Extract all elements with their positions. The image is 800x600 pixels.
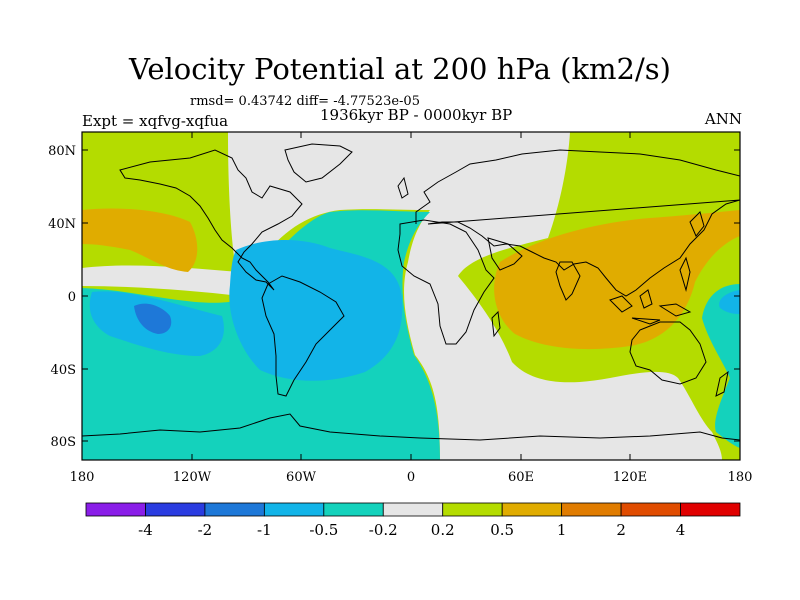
colorbar-swatch <box>263 502 325 517</box>
lon-tick: 120E <box>613 470 647 485</box>
plot-title: Velocity Potential at 200 hPa (km2/s) <box>129 52 671 86</box>
coast-eurasia <box>415 149 740 297</box>
colorbar-label: 0.2 <box>431 521 455 539</box>
coast-new-zealand <box>715 370 729 397</box>
lat-tick: 40N <box>48 217 76 232</box>
velocity-potential-field <box>82 132 740 460</box>
colorbar-swatch <box>204 502 265 517</box>
coast-greenland <box>284 143 353 183</box>
coastlines <box>82 143 740 441</box>
lon-tick-labels: 180 120W 60W 0 60E 120E 180 <box>70 470 753 485</box>
coast-antarctica <box>82 413 740 441</box>
colorbar-label: -2 <box>198 521 213 539</box>
coast-africa <box>397 219 495 345</box>
coast-japan <box>689 211 705 237</box>
coast-uk <box>397 176 409 199</box>
colorbar-label: 0.5 <box>490 521 514 539</box>
colorbar-swatch <box>442 502 503 517</box>
colorbar-label: -1 <box>257 521 272 539</box>
colorbar-label: -0.5 <box>309 521 338 539</box>
colorbar-label: 2 <box>616 521 626 539</box>
colorbar-swatch <box>501 502 563 517</box>
stats-line: rmsd= 0.43742 diff= -4.77523e-05 <box>190 94 420 109</box>
coast-australia <box>629 321 707 385</box>
field-teal-westpac <box>702 284 740 448</box>
lon-tick: 180 <box>728 470 753 485</box>
colorbar-swatch <box>145 502 206 517</box>
lon-tick: 0 <box>407 470 415 485</box>
colorbar-swatch <box>561 502 622 517</box>
colorbar-swatch <box>85 502 146 517</box>
field-neutral-pacific <box>82 265 240 296</box>
lat-tick-labels: 80N 40N 0 40S 80S <box>48 144 76 450</box>
coast-arabia <box>487 237 523 271</box>
colorbar-label: -4 <box>138 521 153 539</box>
field-orange-indo <box>494 210 740 350</box>
colorbar-swatch <box>382 502 444 517</box>
colorbar-label: -0.2 <box>369 521 398 539</box>
lat-tick: 40S <box>51 363 76 378</box>
lon-tick: 120W <box>173 470 212 485</box>
coast-madagascar <box>491 310 501 338</box>
experiment-label: Expt = xqfvg-xqfua <box>82 112 229 130</box>
field-blue-region <box>229 239 403 381</box>
lat-tick: 80S <box>51 435 76 450</box>
colorbar-label: 4 <box>676 521 686 539</box>
colorbar-swatch <box>323 502 384 517</box>
colorbar: -4 -2 -1 -0.5 -0.2 0.2 0.5 1 2 4 <box>85 502 741 539</box>
tick-marks <box>82 132 740 460</box>
season-label: ANN <box>704 110 742 128</box>
coast-north-america <box>119 149 303 291</box>
field-orange-pacific <box>82 208 198 272</box>
lon-tick: 60W <box>286 470 317 485</box>
coast-south-america <box>261 275 345 397</box>
colorbar-label: 1 <box>557 521 567 539</box>
lon-tick: 180 <box>70 470 95 485</box>
field-neutral-region <box>228 132 722 460</box>
lat-tick: 80N <box>48 144 76 159</box>
coast-india <box>555 261 581 301</box>
colorbar-swatch <box>620 502 681 517</box>
lon-tick: 60E <box>508 470 534 485</box>
coast-sea-islands <box>609 256 692 325</box>
lat-tick: 0 <box>68 290 76 305</box>
colorbar-swatch <box>680 502 741 517</box>
field-darkblue-core <box>134 303 172 334</box>
period-label: 1936kyr BP - 0000kyr BP <box>320 106 513 124</box>
